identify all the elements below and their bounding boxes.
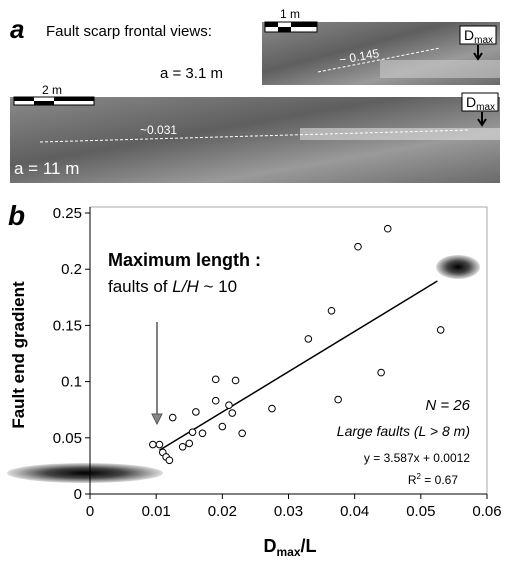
annotation: R2 = 0.67 <box>408 472 458 487</box>
x-tick-label: 0.02 <box>208 503 237 520</box>
blob <box>436 255 480 279</box>
a-label: a = 3.1 m <box>160 65 223 82</box>
point <box>231 376 240 385</box>
point <box>334 395 342 404</box>
point <box>225 401 233 410</box>
point <box>185 439 194 448</box>
x-tick-label: 0.03 <box>274 503 303 520</box>
dmax-box <box>461 92 499 112</box>
text: D <box>263 536 276 556</box>
y-tick-label: 0.05 <box>53 430 82 447</box>
scale-bar <box>34 101 54 105</box>
annotation: Maximum length : <box>108 250 261 270</box>
dmax-label: Dmax <box>466 94 495 113</box>
text: 2 <box>417 472 422 481</box>
text: D <box>466 94 476 110</box>
annotation: N = 26 <box>425 397 470 414</box>
scale-bar <box>14 97 34 101</box>
text: /L <box>301 536 317 556</box>
point <box>211 396 220 405</box>
scale-bar <box>278 27 291 32</box>
fit-line <box>159 280 438 451</box>
point <box>377 368 385 377</box>
y-tick-label: 0.25 <box>53 205 82 222</box>
annotation: faults of L/H ~ 10 <box>108 277 237 296</box>
scale-bar <box>265 22 278 27</box>
arrow-head <box>151 413 163 426</box>
text: D <box>464 27 474 43</box>
x-tick-label: 0.04 <box>340 503 369 520</box>
point <box>238 429 246 438</box>
panel-title: Fault scarp frontal views: <box>46 23 212 40</box>
point <box>149 440 157 449</box>
point <box>165 456 174 465</box>
y-tick-label: 0.2 <box>61 261 82 278</box>
x-tick-label: 0.05 <box>406 503 435 520</box>
point <box>218 422 227 431</box>
dmax-box <box>459 25 497 45</box>
point <box>211 375 220 384</box>
x-tick-label: 0 <box>86 503 94 520</box>
point <box>354 242 362 251</box>
text: max <box>476 102 495 113</box>
point <box>268 404 276 413</box>
point <box>327 306 336 315</box>
gradient-label: ~0.031 <box>140 123 177 137</box>
x-axis-label: Dmax/L <box>263 536 316 559</box>
point <box>192 408 200 416</box>
text: = 0.67 <box>421 473 458 487</box>
arrow <box>477 112 487 127</box>
blob <box>7 463 163 483</box>
y-tick-label: 0.15 <box>53 317 82 334</box>
scale-bar <box>291 22 317 27</box>
panel-label: a <box>10 14 24 44</box>
scale-label: 1 m <box>280 7 300 21</box>
text: R <box>408 473 417 487</box>
point <box>304 335 313 343</box>
point <box>228 409 237 417</box>
scarp <box>380 60 500 78</box>
point <box>436 326 445 334</box>
text: max <box>474 35 493 46</box>
gradient-line <box>39 129 471 143</box>
text: ~ 10 <box>199 277 237 296</box>
annotation: y = 3.587x + 0.0012 <box>364 451 470 465</box>
point <box>155 440 164 449</box>
arrow <box>473 45 483 61</box>
y-tick-label: 0 <box>74 486 82 503</box>
point <box>168 413 177 422</box>
text: faults of <box>108 277 172 296</box>
point <box>383 224 392 233</box>
y-tick-label: 0.1 <box>61 374 82 391</box>
text: L/H <box>172 277 199 296</box>
point <box>198 429 207 438</box>
x-tick-label: 0.01 <box>142 503 171 520</box>
a-label: a = 11 m <box>14 159 79 178</box>
gradient-label: ~ 0.145 <box>338 46 381 67</box>
y-axis-label: Fault end gradient <box>9 281 28 429</box>
point <box>178 442 187 451</box>
point <box>188 428 197 436</box>
scale-label: 2 m <box>42 83 62 97</box>
dmax-label: Dmax <box>464 27 493 46</box>
x-tick-label: 0.06 <box>472 503 501 520</box>
gradient-line <box>317 47 441 73</box>
annotation: Large faults (L > 8 m) <box>337 423 470 439</box>
scale-bar <box>54 97 94 101</box>
panel-label: b <box>8 200 25 231</box>
text: max <box>276 545 300 559</box>
